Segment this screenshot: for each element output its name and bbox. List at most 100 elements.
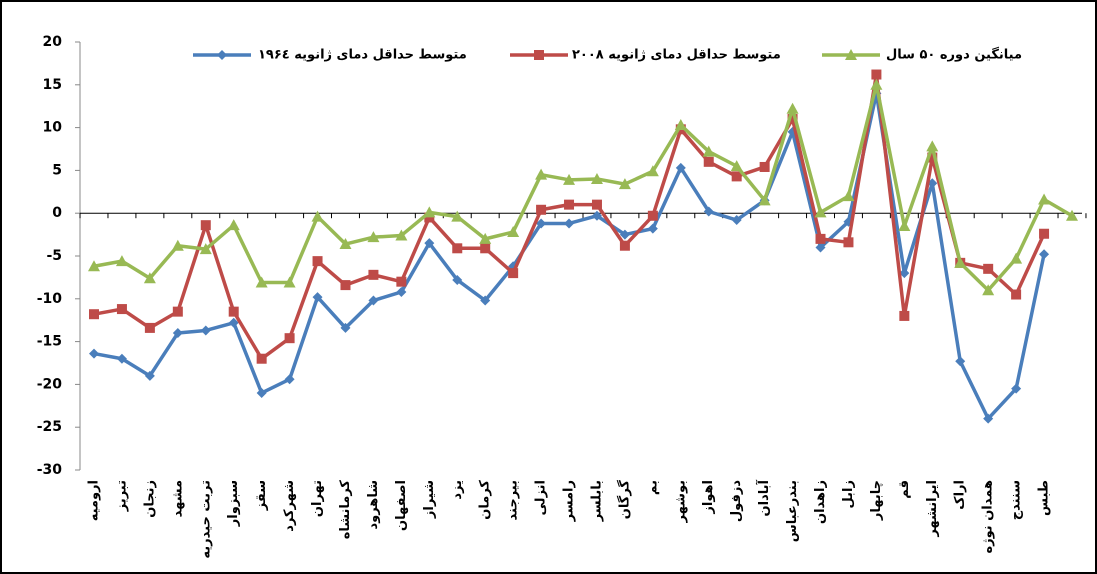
data-point [284, 374, 295, 385]
data-point [89, 309, 99, 320]
x-tick-label: زاهدان [813, 480, 828, 524]
legend-label: متوسط حداقل دمای ژانویه ۲۰۰۸ [572, 48, 781, 63]
data-point [591, 199, 602, 210]
data-point [311, 210, 324, 222]
data-point [954, 256, 967, 268]
x-tick-label: بابلسر [589, 480, 604, 522]
x-tick-label: گرگان [616, 480, 632, 520]
data-point [255, 276, 268, 288]
data-point [564, 199, 575, 210]
data-point [283, 276, 296, 288]
data-point [452, 243, 463, 254]
data-point [1039, 249, 1050, 260]
data-point [536, 218, 547, 229]
data-point [899, 310, 910, 321]
x-tick-label: بم [645, 480, 660, 495]
data-point [340, 322, 351, 333]
data-point [675, 162, 686, 173]
data-point [116, 353, 127, 364]
data-point [312, 292, 323, 303]
data-point [1039, 228, 1050, 239]
data-point [703, 206, 714, 217]
data-point [451, 210, 464, 222]
x-tick-label: سنندج [1009, 480, 1024, 520]
data-point [507, 226, 520, 238]
x-tick-label: اراک [953, 480, 968, 510]
data-point [172, 328, 183, 339]
data-point [563, 173, 576, 185]
legend-marker [534, 50, 544, 60]
x-tick-label: طبس [1037, 480, 1052, 516]
y-tick-label: 20 [43, 34, 63, 50]
x-tick-label: کرمان [478, 480, 493, 520]
data-point [619, 229, 630, 240]
data-point [535, 168, 548, 180]
x-tick-label: تبریز [114, 480, 129, 512]
data-point [144, 322, 155, 333]
y-tick-label: 0 [52, 205, 62, 221]
x-tick-label: ایرانشهر [925, 480, 940, 538]
data-point [815, 242, 826, 253]
data-point [172, 306, 183, 317]
x-tick-label: بیرجند [506, 480, 521, 520]
data-point [787, 114, 798, 125]
data-point [1010, 252, 1023, 264]
y-tick-label: -25 [37, 419, 62, 435]
data-point [479, 232, 492, 244]
data-point [842, 190, 855, 202]
y-tick-label: -15 [37, 334, 62, 350]
legend-marker [845, 49, 857, 60]
data-point [256, 353, 267, 364]
data-point [144, 370, 155, 381]
data-point [843, 237, 854, 248]
x-tick-label: مشهد [170, 480, 185, 517]
data-point [228, 306, 239, 317]
y-tick-label: -30 [37, 462, 63, 478]
y-tick-label: 5 [52, 162, 62, 178]
legend-label: میانگین دوره ۵۰ سال [886, 47, 1022, 63]
data-point [564, 218, 575, 229]
data-point [227, 219, 240, 231]
data-point [171, 239, 184, 251]
data-point [955, 356, 966, 367]
x-tick-label: بندرعباس [785, 480, 800, 542]
x-tick-label: سبزوار [226, 480, 241, 527]
data-point [899, 268, 910, 279]
data-point [199, 243, 212, 255]
x-tick-label: زابل [841, 480, 856, 508]
data-point [703, 156, 714, 167]
data-point [339, 238, 352, 250]
data-point [480, 243, 491, 254]
data-point [1066, 209, 1078, 221]
data-point [702, 145, 715, 157]
x-tick-label: شیراز [422, 480, 437, 519]
data-point [759, 161, 770, 172]
x-tick-label: رامسر [562, 480, 577, 522]
data-point [674, 119, 687, 131]
x-tick-label: تهران [310, 480, 325, 517]
data-point [1011, 383, 1022, 394]
data-point [927, 152, 938, 163]
data-point [647, 210, 658, 221]
data-point [508, 268, 519, 279]
data-point [646, 165, 659, 177]
data-point [983, 413, 994, 424]
data-point [143, 272, 156, 284]
data-point [368, 269, 379, 280]
data-point [731, 171, 742, 182]
data-point [814, 206, 827, 218]
y-tick-label: -10 [37, 291, 63, 307]
data-point [89, 348, 99, 359]
data-point [926, 140, 939, 152]
data-point [115, 255, 128, 267]
data-point [815, 233, 826, 244]
data-point [396, 276, 407, 287]
data-point [368, 295, 379, 306]
data-point [1038, 193, 1051, 205]
data-point [898, 220, 911, 232]
data-point [256, 387, 267, 398]
data-point [200, 325, 211, 336]
data-point [424, 238, 435, 249]
